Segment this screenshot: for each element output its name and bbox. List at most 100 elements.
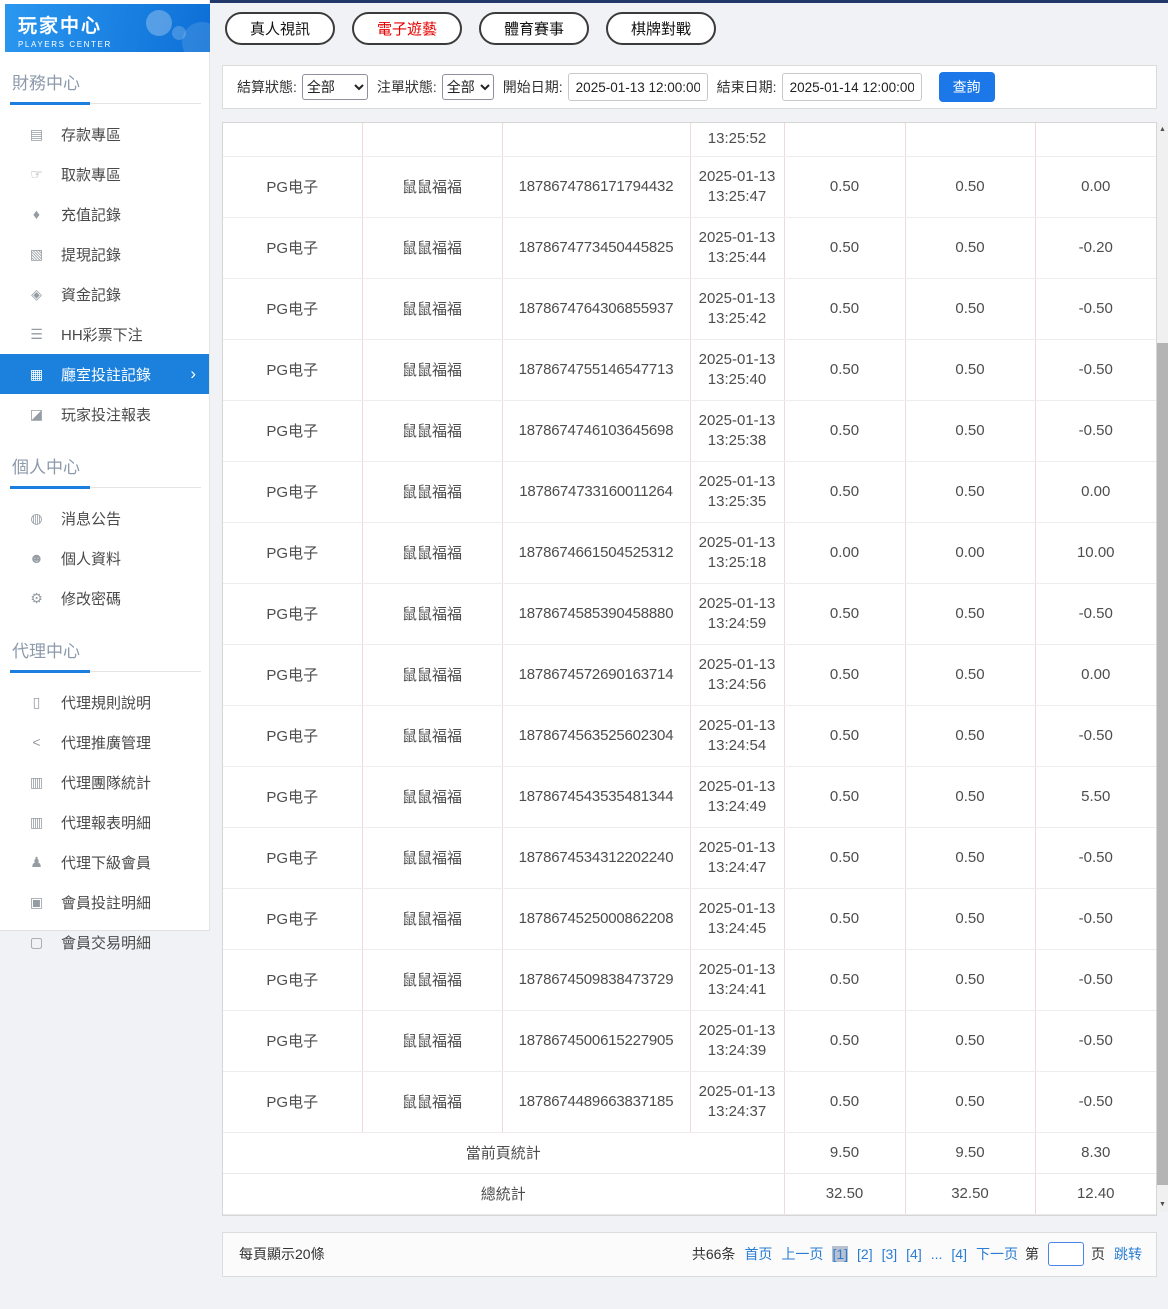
- order-status-select[interactable]: 全部: [441, 74, 494, 100]
- bet-amount-cell: 0.50: [784, 1071, 906, 1133]
- bet-time-cell: 2025-01-13 13:24:37: [690, 1071, 785, 1133]
- tab-electronic-games[interactable]: 電子遊藝: [352, 12, 463, 45]
- jump-button[interactable]: 跳转: [1114, 1246, 1142, 1262]
- menu-item-label: 代理團隊統計: [61, 774, 152, 792]
- sidebar-item-agent-report-detail[interactable]: ▥ 代理報表明細: [0, 802, 209, 842]
- platform-cell: PG电子: [223, 522, 363, 584]
- bet-amount-cell: 0.50: [784, 1010, 906, 1072]
- game-cell: 鼠鼠福福: [362, 1071, 503, 1133]
- table-row: PG电子 鼠鼠福福 1878674733160011264 2025-01-13 13:…: [223, 461, 1156, 523]
- start-date-input[interactable]: [567, 73, 708, 101]
- section-divider-accent: [10, 102, 90, 105]
- platform-cell: PG电子: [223, 156, 363, 218]
- wallet-icon: ◈: [31, 285, 42, 302]
- bet-time-cell: 2025-01-13 13:24:56: [690, 644, 785, 706]
- sidebar-item-agent-sub-members[interactable]: ♟ 代理下級會員: [0, 842, 209, 882]
- valid-bet-cell: 0.50: [905, 949, 1036, 1011]
- win-loss-cell: -0.50: [1035, 1010, 1156, 1072]
- page-jump-input[interactable]: [1048, 1242, 1084, 1266]
- platform-cell: PG电子: [223, 400, 363, 462]
- tab-board-card-games[interactable]: 棋牌對戰: [606, 12, 717, 45]
- scroll-up-icon[interactable]: ▲: [1159, 126, 1166, 133]
- valid-bet-cell: 0.50: [905, 766, 1036, 828]
- sidebar-item-announcements[interactable]: ◍ 消息公告: [0, 498, 209, 538]
- bet-amount-cell: 0.50: [784, 583, 906, 645]
- deposit-card-icon: ▤: [29, 125, 44, 142]
- sidebar-item-withdraw-records[interactable]: ▧ 提現記錄: [0, 234, 209, 274]
- platform-cell: PG电子: [223, 949, 363, 1011]
- search-button[interactable]: 查詢: [938, 72, 995, 102]
- scrollbar-thumb[interactable]: [1157, 343, 1168, 1185]
- end-date-input[interactable]: [781, 73, 922, 101]
- sidebar-item-agent-promotion[interactable]: < 代理推廣管理: [0, 722, 209, 762]
- sidebar-item-deposit-zone[interactable]: ▤ 存款專區: [0, 114, 209, 154]
- total-count-label: 共66条: [691, 1246, 736, 1262]
- game-cell: 鼠鼠福福: [362, 217, 503, 279]
- bet-time: 13:24:56: [707, 675, 767, 693]
- end-date-label: 結束日期:: [716, 79, 777, 95]
- valid-bet-cell: 0.50: [905, 1071, 1036, 1133]
- app-subtitle: PLAYERS CENTER: [18, 40, 112, 49]
- sidebar-item-member-bet-detail[interactable]: ▣ 會員投註明細: [0, 882, 209, 922]
- game-cell: [362, 123, 503, 157]
- valid-bet-cell: 0.00: [905, 522, 1036, 584]
- game-cell: 鼠鼠福福: [362, 949, 503, 1011]
- sidebar-item-change-password[interactable]: ⚙ 修改密碼: [0, 578, 209, 618]
- sidebar-item-withdraw-zone[interactable]: ☞ 取款專區: [0, 154, 209, 194]
- sidebar-item-agent-rules[interactable]: ▯ 代理規則說明: [0, 682, 209, 722]
- page-4-link-last[interactable]: [4]: [951, 1246, 967, 1262]
- valid-bet-cell: 0.50: [905, 400, 1036, 462]
- tab-sports-events[interactable]: 體育賽事: [479, 12, 590, 45]
- settle-status-label: 結算狀態:: [237, 79, 297, 95]
- page-summary-row: 當前頁統計 9.50 9.50 8.30: [223, 1132, 1156, 1174]
- platform-cell: PG电子: [223, 1010, 363, 1072]
- platform-cell: PG电子: [223, 888, 363, 950]
- next-page-link[interactable]: 下一页: [976, 1246, 1018, 1262]
- page-3-link[interactable]: [3]: [881, 1246, 898, 1262]
- page-2-link[interactable]: [2]: [857, 1246, 873, 1262]
- sidebar-item-profile[interactable]: ☻ 個人資料: [0, 538, 209, 578]
- bet-time-cell: 2025-01-13 13:25:44: [690, 217, 785, 279]
- table-scrollbar[interactable]: ▲ ▼: [1157, 122, 1168, 1212]
- bet-records-table: 13:25:52 PG电子 鼠鼠福福 1878674786171794432 2025-…: [222, 122, 1157, 1216]
- bet-amount-cell: 0.50: [784, 766, 906, 828]
- sidebar-item-hh-lottery-bets[interactable]: ☰ HH彩票下注: [0, 314, 209, 354]
- bet-date: 2025-01-13: [698, 960, 776, 978]
- first-page-link[interactable]: 首页: [744, 1246, 773, 1262]
- win-loss-cell: 0.00: [1035, 156, 1156, 218]
- bet-time: 13:25:40: [707, 370, 767, 388]
- game-cell: 鼠鼠福福: [362, 644, 503, 706]
- valid-bet-cell: 0.50: [905, 1010, 1036, 1072]
- list-icon: ☰: [30, 325, 43, 342]
- settle-status-select[interactable]: 全部: [301, 74, 368, 100]
- bet-amount-cell: 0.50: [784, 339, 906, 401]
- game-cell: 鼠鼠福福: [362, 583, 503, 645]
- page-1-link[interactable]: [1]: [832, 1246, 849, 1262]
- menu-item-label: 代理報表明細: [61, 814, 152, 832]
- valid-bet-cell: 0.50: [905, 278, 1036, 340]
- sidebar-item-funds-records[interactable]: ◈ 資金記錄: [0, 274, 209, 314]
- tab-live-video[interactable]: 真人視訊: [225, 12, 336, 45]
- bet-time-cell: 2025-01-13 13:25:40: [690, 339, 785, 401]
- win-loss-cell: 5.50: [1035, 766, 1156, 828]
- order-no-cell: 1878674764306855937: [502, 278, 691, 340]
- sidebar-item-member-transaction-detail[interactable]: ▢ 會員交易明細: [0, 922, 209, 962]
- prev-page-link[interactable]: 上一页: [781, 1246, 824, 1262]
- order-no-cell: 1878674534312202240: [502, 827, 691, 889]
- win-loss-cell: -0.50: [1035, 888, 1156, 950]
- scroll-down-icon[interactable]: ▼: [1159, 1201, 1166, 1208]
- bet-time: 13:24:59: [707, 614, 767, 632]
- sidebar-item-player-bet-report[interactable]: ◪ 玩家投注報表: [0, 394, 209, 434]
- pagination-links: 首页 上一页 [1] [2] [3] [4]... [4] 下一页: [744, 1244, 1018, 1264]
- order-no-cell: 1878674585390458880: [502, 583, 691, 645]
- valid-bet-cell: 0.50: [905, 583, 1036, 645]
- sidebar-item-agent-team-stats[interactable]: ▥ 代理團隊統計: [0, 762, 209, 802]
- bet-date: 2025-01-13: [698, 655, 776, 673]
- page-4-link[interactable]: [4]: [906, 1246, 922, 1262]
- bet-record-icon: ▦: [29, 365, 44, 382]
- menu-item-label: 代理推廣管理: [61, 734, 152, 752]
- sidebar-item-recharge-records[interactable]: ♦ 充值記錄: [0, 194, 209, 234]
- order-no-cell: 1878674500615227905: [502, 1010, 691, 1072]
- sidebar-item-room-bet-records[interactable]: ▦ 廳室投註記錄 ›: [0, 354, 209, 394]
- bet-time-cell: 2025-01-13 13:25:42: [690, 278, 785, 340]
